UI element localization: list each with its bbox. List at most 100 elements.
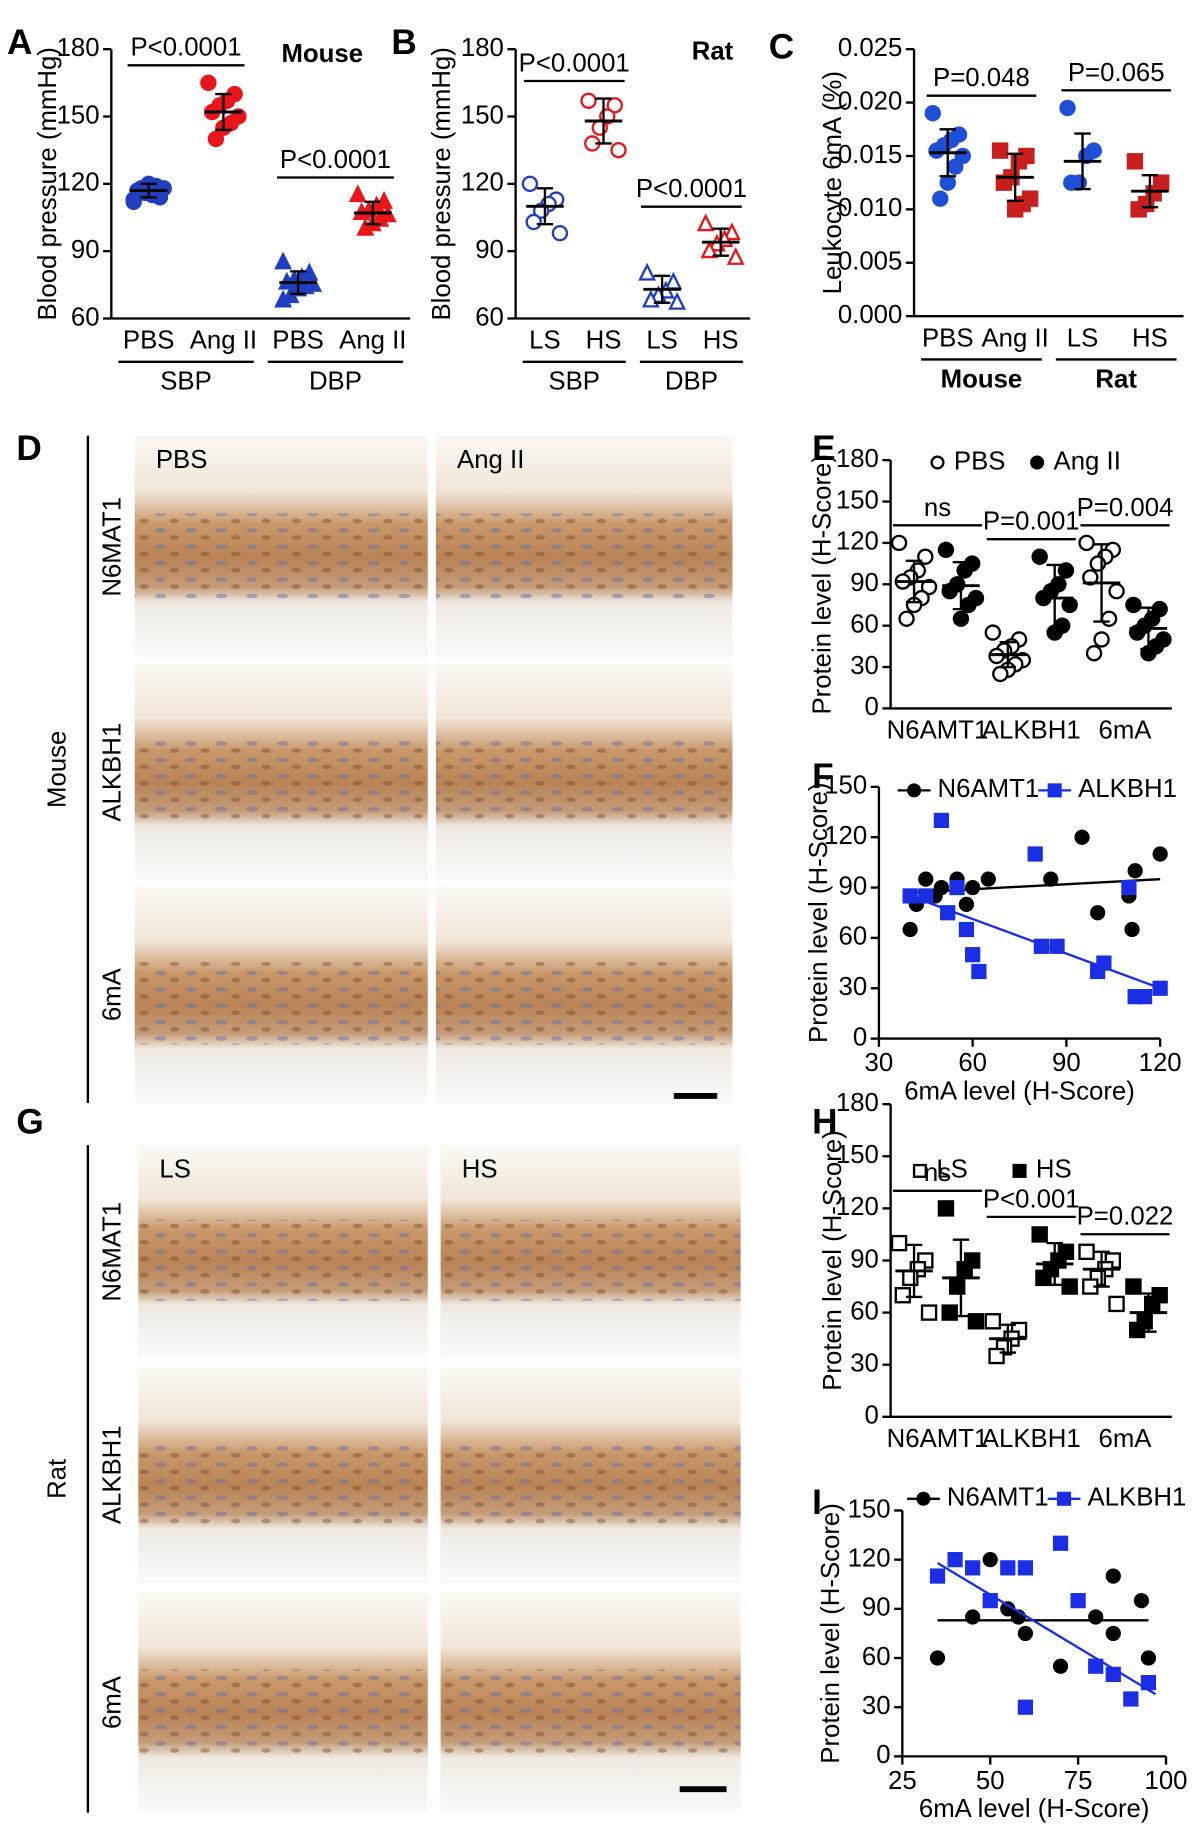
x-tick-label: HS xyxy=(703,327,739,355)
marker xyxy=(1108,582,1125,600)
marker xyxy=(1061,1278,1078,1295)
y-tick-label: 30 xyxy=(862,1692,891,1720)
marker xyxy=(1027,846,1043,862)
marker xyxy=(1082,569,1099,586)
y-tick-label: 180 xyxy=(57,34,100,62)
panel-letter: E xyxy=(812,429,835,468)
marker xyxy=(1152,846,1168,862)
panel-letter: G xyxy=(16,1102,43,1141)
y-tick-label: 30 xyxy=(839,973,868,1001)
x-tick-label: PBS xyxy=(922,324,974,352)
marker xyxy=(929,1568,946,1584)
marker xyxy=(668,291,687,310)
marker xyxy=(933,812,950,829)
x-tick-label: LS xyxy=(529,327,561,355)
chart-title: Rat xyxy=(692,38,734,66)
y-tick-label: 150 xyxy=(57,101,100,129)
marker xyxy=(924,105,941,122)
marker xyxy=(949,879,965,896)
x-tick-label: Ang II xyxy=(339,327,406,355)
marker xyxy=(1057,562,1075,579)
y-tick-label: 0.015 xyxy=(838,141,903,169)
y-tick-label: 120 xyxy=(461,169,504,197)
y-tick-label: 180 xyxy=(836,445,879,473)
y-tick-label: 180 xyxy=(461,34,504,62)
marker xyxy=(610,141,627,159)
marker xyxy=(984,1313,1002,1330)
y-tick-label: 120 xyxy=(824,822,867,850)
y-tick-label: 120 xyxy=(836,1193,879,1221)
x-tick-label: Ang II xyxy=(190,327,257,355)
significance-label: P<0.0001 xyxy=(636,175,747,203)
marker xyxy=(952,610,970,627)
significance-label: P<0.0001 xyxy=(280,146,391,174)
group-label: DBP xyxy=(665,368,718,396)
group-label: SBP xyxy=(548,368,600,396)
micrograph-texture xyxy=(440,1442,741,1525)
significance-label: P=0.004 xyxy=(1077,494,1174,522)
marker xyxy=(929,1650,946,1666)
marker xyxy=(932,190,949,207)
y-axis-label: Blood pressure (mmHg) xyxy=(34,47,62,320)
panel-letter: C xyxy=(769,27,794,66)
marker xyxy=(988,1347,1005,1365)
column-label: HS xyxy=(462,1156,498,1184)
x-axis-label: 6mA level (H-Score) xyxy=(919,1795,1150,1823)
legend-label: LS xyxy=(936,1156,968,1184)
marker xyxy=(207,130,225,148)
micrograph-texture xyxy=(440,1669,741,1754)
marker xyxy=(1000,1560,1016,1576)
marker xyxy=(521,175,539,193)
marker xyxy=(958,921,975,938)
marker xyxy=(1105,1625,1121,1642)
y-tick-label: 180 xyxy=(836,1089,879,1117)
x-tick-label: N6AMT1 xyxy=(887,1425,989,1453)
marker xyxy=(1012,1163,1027,1178)
y-tick-label: 0.005 xyxy=(838,248,903,276)
marker xyxy=(928,142,945,159)
side-label: Mouse xyxy=(43,731,71,808)
fit-line xyxy=(936,1561,1157,1696)
y-axis-label: Leukocyte 6mA (%) xyxy=(819,71,847,294)
y-tick-label: 150 xyxy=(848,1495,891,1523)
marker xyxy=(348,184,367,203)
marker xyxy=(958,896,975,912)
marker xyxy=(967,1313,985,1330)
marker xyxy=(890,534,908,552)
legend-label: ALKBH1 xyxy=(1078,775,1177,803)
group-label: DBP xyxy=(309,368,362,396)
marker xyxy=(1063,174,1080,191)
marker xyxy=(1105,1568,1121,1584)
y-axis-label: Blood pressure (mmHg) xyxy=(428,47,456,320)
marker xyxy=(551,225,569,242)
marker xyxy=(992,665,1009,683)
y-tick-label: 90 xyxy=(862,1594,891,1622)
row-label: N6MAT1 xyxy=(98,1202,126,1302)
marker xyxy=(1124,921,1140,938)
marker xyxy=(1085,645,1103,662)
x-tick-label: 25 xyxy=(888,1767,917,1795)
marker xyxy=(1078,534,1095,552)
legend-label: N6AMT1 xyxy=(947,1484,1049,1512)
y-tick-label: 0 xyxy=(853,1023,867,1051)
marker xyxy=(125,191,142,208)
marker xyxy=(939,174,956,191)
micrograph-texture xyxy=(435,739,733,823)
marker xyxy=(965,1609,981,1625)
marker xyxy=(941,582,958,600)
y-tick-label: 150 xyxy=(836,1141,879,1169)
x-tick-label: HS xyxy=(586,327,622,355)
y-tick-label: 0 xyxy=(865,1402,879,1430)
y-tick-label: 150 xyxy=(461,101,504,129)
y-tick-label: 0.000 xyxy=(838,301,903,329)
panel-letter: H xyxy=(812,1102,837,1141)
x-tick-label: HS xyxy=(1132,324,1168,352)
y-tick-label: 30 xyxy=(850,652,879,680)
micrograph-texture xyxy=(134,962,428,1045)
micrograph-texture xyxy=(138,1219,428,1301)
marker xyxy=(902,921,918,938)
marker xyxy=(726,247,745,265)
significance-label: P<0.001 xyxy=(983,1185,1080,1213)
y-tick-label: 60 xyxy=(850,610,879,638)
marker xyxy=(980,871,996,887)
